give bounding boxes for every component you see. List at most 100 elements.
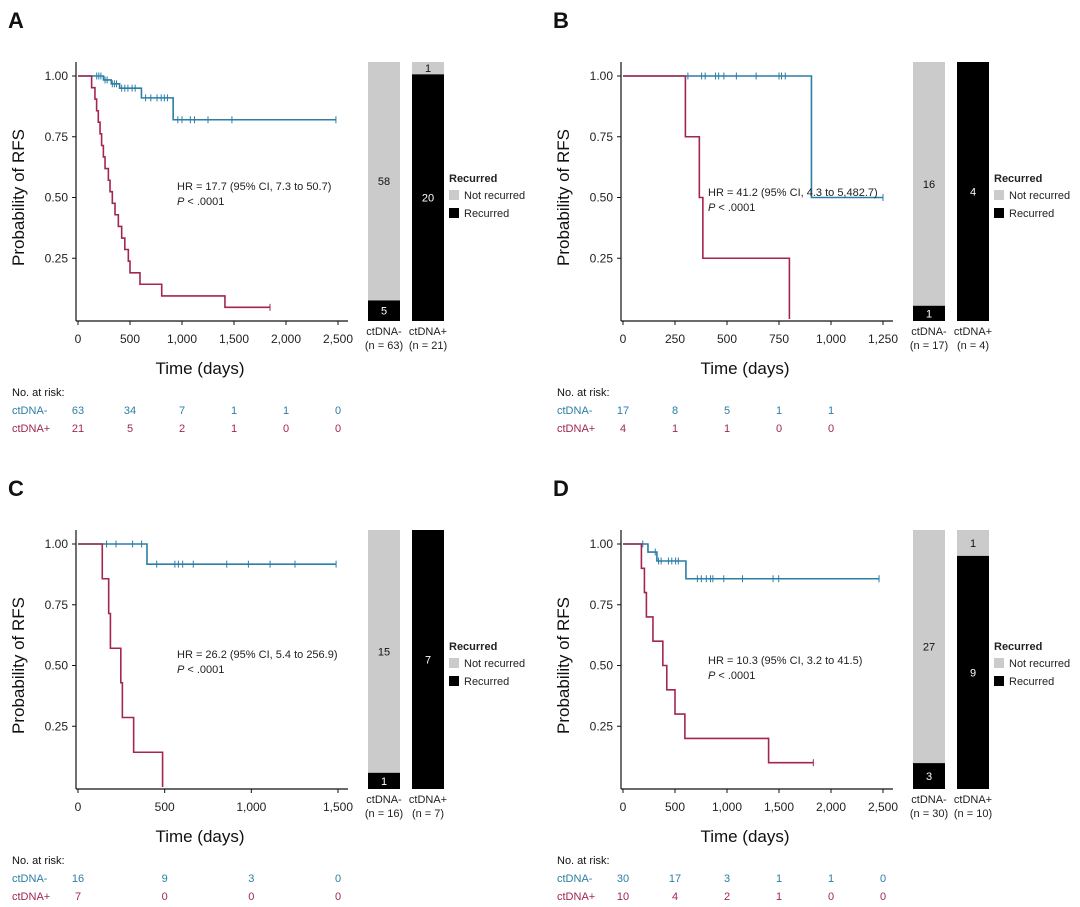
y-tick-label: 0.25: [45, 719, 69, 733]
bar-count-recurred: 1: [926, 308, 932, 320]
legend-item: Not recurred: [464, 190, 525, 202]
y-tick-label: 0.25: [45, 251, 69, 265]
risk-row-label: ctDNA-: [557, 873, 593, 885]
y-tick-label: 1.00: [45, 69, 69, 83]
y-tick-label: 1.00: [45, 537, 69, 551]
legend-swatch: [994, 208, 1004, 218]
legend-swatch: [994, 658, 1004, 668]
bar-ctdnapos: 4 ctDNA+ (n = 4): [954, 62, 992, 352]
risk-value: 17: [617, 405, 629, 417]
bar-count-recurred: 1: [381, 776, 387, 788]
risk-value: 7: [75, 891, 81, 903]
hazard-ratio-text: HR = 10.3 (95% CI, 3.2 to 41.5): [708, 655, 862, 667]
bar-segment-recurred: [913, 305, 945, 321]
risk-value: 0: [162, 891, 168, 903]
legend-item: Not recurred: [1009, 190, 1070, 202]
risk-value: 0: [335, 873, 341, 885]
risk-value: 5: [127, 423, 133, 435]
risk-value: 0: [248, 891, 254, 903]
panel-letter: D: [553, 476, 569, 501]
risk-row-label: ctDNA+: [12, 891, 50, 903]
p-value: < .0001: [184, 664, 224, 676]
risk-value: 1: [828, 873, 834, 885]
risk-value: 0: [335, 405, 341, 417]
risk-value: 10: [617, 891, 629, 903]
bar-label: ctDNA+: [409, 794, 447, 806]
y-tick-label: 0.50: [45, 191, 69, 205]
legend-swatch: [449, 658, 459, 668]
x-tick-label: 500: [120, 332, 140, 346]
km-curve-ctdnapos: [623, 543, 814, 764]
y-tick-label: 0.75: [590, 598, 614, 612]
panel-a: A0.250.500.751.000 500 1,000 1,500 2,000 2,50…: [8, 8, 525, 435]
legend-item: Not recurred: [1009, 658, 1070, 670]
risk-value: 1: [672, 423, 678, 435]
bar-segment-recurred: [957, 555, 989, 789]
y-axis-title: Probability of RFS: [9, 597, 28, 734]
x-tick-label: 1,000: [236, 800, 266, 814]
bar-n-label: (n = 21): [409, 340, 447, 352]
bar-segment-not-recurred: [913, 530, 945, 764]
bar-ctdnaneg: 58 5 ctDNA- (n = 63): [365, 62, 403, 352]
risk-value: 0: [880, 873, 886, 885]
x-tick-label: 1,000: [167, 332, 197, 346]
bar-n-label: (n = 17): [910, 340, 948, 352]
km-curve-ctdnaneg: [623, 75, 883, 199]
bar-label: ctDNA-: [911, 794, 947, 806]
legend-item: Recurred: [464, 208, 509, 220]
y-axis-title: Probability of RFS: [554, 129, 573, 266]
legend-title: Recurred: [449, 173, 497, 185]
bar-segment-recurred: [368, 772, 400, 789]
risk-row-label: ctDNA-: [557, 405, 593, 417]
hazard-ratio-text: HR = 17.7 (95% CI, 7.3 to 50.7): [177, 181, 331, 193]
bar-segment-not-recurred: [957, 530, 989, 556]
bar-label: ctDNA+: [954, 794, 992, 806]
legend-swatch: [994, 190, 1004, 200]
x-axis-title: Time (days): [700, 359, 789, 378]
hazard-ratio-text: HR = 41.2 (95% CI, 4.3 to 5,482.7): [708, 187, 878, 199]
risk-value: 0: [335, 891, 341, 903]
bar-ctdnapos: 1 9 ctDNA+ (n = 10): [954, 530, 992, 820]
x-tick-label: 2,500: [868, 800, 898, 814]
x-tick-label: 500: [665, 800, 685, 814]
bar-count-not-recurred: 58: [378, 176, 390, 188]
y-tick-label: 1.00: [590, 69, 614, 83]
risk-value: 1: [776, 873, 782, 885]
risk-value: 7: [179, 405, 185, 417]
legend-swatch: [994, 676, 1004, 686]
bar-count-recurred: 7: [425, 655, 431, 667]
risk-table-title: No. at risk:: [557, 855, 610, 867]
bar-ctdnapos: 1 20 ctDNA+ (n = 21): [409, 62, 447, 352]
panel-c: C 0.25 0.50 0.75 1.00 0 500 1,000 1,500 Time (day…: [8, 476, 525, 903]
bar-label: ctDNA+: [409, 326, 447, 338]
legend-swatch: [449, 676, 459, 686]
y-axis-title: Probability of RFS: [554, 597, 573, 734]
bar-label: ctDNA+: [954, 326, 992, 338]
x-tick-label: 1,250: [868, 332, 898, 346]
y-tick-label: 1.00: [590, 537, 614, 551]
bar-label: ctDNA-: [366, 326, 402, 338]
bar-segment-not-recurred: [412, 62, 444, 75]
risk-value: 1: [776, 405, 782, 417]
bar-segment-recurred: [412, 74, 444, 321]
y-tick-label: 0.50: [45, 659, 69, 673]
y-tick-label: 0.50: [590, 191, 614, 205]
bar-count-recurred: 4: [970, 187, 976, 199]
bar-n-label: (n = 10): [954, 808, 992, 820]
risk-value: 34: [124, 405, 136, 417]
bar-segment-recurred: [957, 62, 989, 321]
x-tick-label: 2,500: [323, 332, 353, 346]
risk-value: 1: [231, 423, 237, 435]
bar-label: ctDNA-: [366, 794, 402, 806]
x-tick-label: 1,000: [816, 332, 846, 346]
risk-value: 0: [335, 423, 341, 435]
bar-count-recurred: 3: [926, 771, 932, 783]
km-curve-ctdnaneg: [623, 543, 880, 580]
x-tick-label: 250: [665, 332, 685, 346]
bar-label: ctDNA-: [911, 326, 947, 338]
km-curve-ctdnapos: [623, 75, 791, 319]
risk-value: 9: [162, 873, 168, 885]
bar-count-recurred: 5: [381, 306, 387, 318]
risk-value: 63: [72, 405, 84, 417]
